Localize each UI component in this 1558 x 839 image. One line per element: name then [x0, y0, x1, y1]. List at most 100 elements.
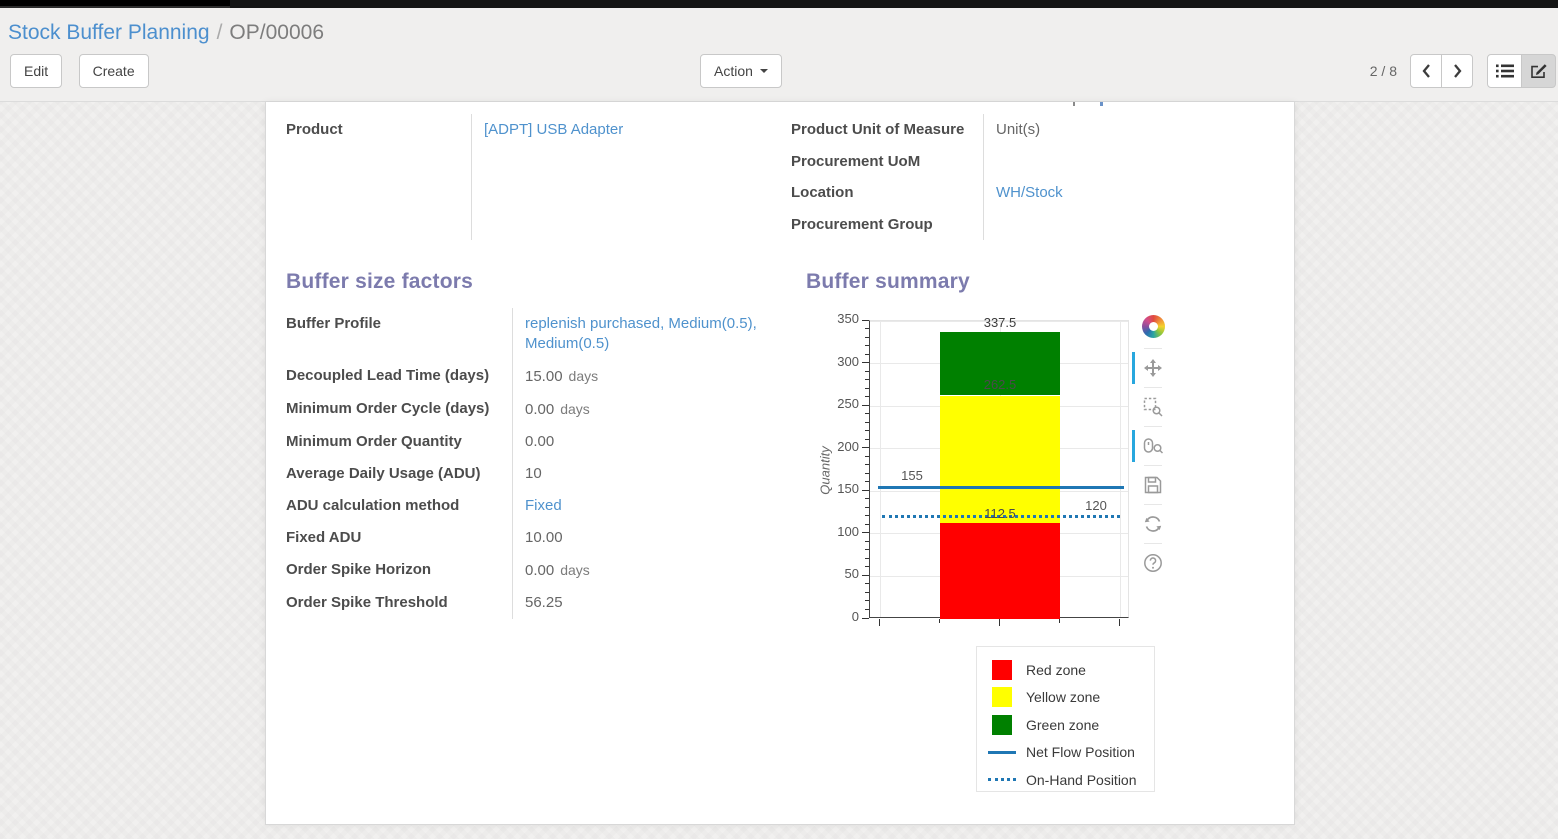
field-label: Product — [286, 121, 343, 138]
legend-label: Green zone — [1026, 716, 1100, 733]
pager-next-button[interactable] — [1441, 54, 1473, 88]
field-row-min-order-cycle: Minimum Order Cycle (days) 0.00 days — [286, 393, 786, 426]
field-label: ADU calculation method — [286, 497, 460, 514]
field-row-dlt: Decoupled Lead Time (days) 15.00 days — [286, 360, 786, 393]
dotted-line-swatch — [988, 778, 1016, 782]
field-row-location: Location WH/Stock — [791, 177, 1261, 209]
pan-tool-button[interactable] — [1132, 352, 1165, 384]
yellow-zone-bar — [940, 395, 1060, 524]
action-dropdown-button[interactable]: Action — [700, 54, 782, 88]
field-value: 0.00 — [525, 401, 555, 418]
legend-item-red-zone: Red zone — [977, 656, 1154, 684]
header: Stock Buffer Planning / OP/00006 Edit Crea… — [0, 8, 1558, 102]
legend-label: Net Flow Position — [1026, 744, 1135, 761]
legend-item-on-hand: On-Hand Position — [977, 766, 1154, 794]
wheel-zoom-icon — [1143, 438, 1163, 454]
pager-counter: 2 / 8 — [1369, 63, 1397, 79]
yellow-zone-swatch — [992, 687, 1012, 708]
field-label: Average Daily Usage (ADU) — [286, 465, 481, 482]
solid-line-swatch — [988, 750, 1016, 754]
save-tool-button[interactable] — [1141, 473, 1165, 497]
buffer-summary-title: Buffer summary — [806, 270, 970, 293]
field-label: Procurement Group — [791, 216, 933, 233]
net-flow-position-line — [878, 485, 1124, 489]
location-link[interactable]: WH/Stock — [996, 184, 1063, 201]
field-value: 56.25 — [512, 587, 786, 619]
breadcrumb-separator: / — [216, 21, 223, 44]
field-value: 10.00 — [512, 522, 786, 554]
bokeh-logo-icon[interactable] — [1141, 315, 1165, 338]
pager-previous-button[interactable] — [1410, 54, 1442, 88]
field-row-buffer-profile: Buffer Profile replenish purchased, Medi… — [286, 308, 786, 360]
chart-toolbar — [1132, 315, 1170, 578]
box-zoom-icon — [1143, 397, 1163, 417]
buffer-profile-link[interactable]: replenish purchased, Medium(0.5), Medium… — [525, 315, 757, 352]
form-top-groups: Product [ADPT] USB Adapter Product Unit … — [286, 114, 1274, 240]
green-zone-swatch — [992, 714, 1012, 735]
field-label: Minimum Order Cycle (days) — [286, 400, 490, 417]
chevron-left-icon — [1422, 64, 1430, 78]
toolbar-divider — [1144, 348, 1162, 349]
red-zone-swatch — [992, 659, 1012, 680]
field-row-min-order-qty: Minimum Order Quantity 0.00 — [286, 426, 786, 458]
chevron-down-icon — [759, 69, 768, 73]
field-row-adu: Average Daily Usage (ADU) 10 — [286, 458, 786, 490]
top-system-bar-segment — [0, 0, 230, 8]
field-label: Product Unit of Measure — [791, 121, 965, 138]
legend-label: Red zone — [1026, 661, 1086, 678]
field-label: Fixed ADU — [286, 529, 362, 546]
on-hand-position-line — [882, 515, 1120, 519]
buffer-summary-chart[interactable]: Quantity 337.5 262.5 112.5 155 120 — [811, 311, 1173, 650]
wheel-zoom-tool-button[interactable] — [1132, 430, 1165, 462]
save-icon — [1144, 476, 1162, 494]
adu-method-link[interactable]: Fixed — [525, 497, 562, 514]
form-view-icon — [1530, 64, 1547, 78]
field-value — [983, 209, 1261, 240]
list-view-icon — [1495, 64, 1514, 78]
view-switcher — [1487, 54, 1556, 88]
product-link[interactable]: [ADPT] USB Adapter — [484, 121, 624, 138]
field-row-procurement-group: Procurement Group — [791, 209, 1261, 240]
field-value: 0.00 — [512, 426, 786, 458]
pager: 2 / 8 — [1370, 54, 1556, 88]
reset-icon — [1144, 516, 1162, 532]
breadcrumb-parent-link[interactable]: Stock Buffer Planning — [8, 21, 210, 44]
edit-button[interactable]: Edit — [10, 54, 63, 88]
legend-item-yellow-zone: Yellow zone — [977, 684, 1154, 712]
field-row-product: Product [ADPT] USB Adapter — [286, 114, 791, 240]
field-value: 15.00 — [525, 368, 563, 385]
field-label: Order Spike Threshold — [286, 594, 448, 611]
form-view-button[interactable] — [1521, 54, 1556, 88]
create-button[interactable]: Create — [78, 54, 149, 88]
field-row-procurement-uom: Procurement UoM — [791, 146, 1261, 177]
field-label: Order Spike Horizon — [286, 561, 432, 578]
legend-item-net-flow: Net Flow Position — [977, 739, 1154, 767]
action-dropdown-label: Action — [714, 63, 753, 79]
field-row-fixed-adu: Fixed ADU 10.00 — [286, 522, 786, 554]
field-unit: days — [560, 401, 590, 417]
reset-tool-button[interactable] — [1141, 512, 1165, 536]
chevron-right-icon — [1453, 64, 1461, 78]
breadcrumb-current: OP/00006 — [229, 21, 324, 44]
field-row-spike-horizon: Order Spike Horizon 0.00 days — [286, 554, 786, 587]
field-row-spike-threshold: Order Spike Threshold 56.25 — [286, 587, 786, 619]
field-unit: days — [560, 562, 590, 578]
field-value: 10 — [512, 458, 786, 490]
logistics-group: Product Unit of Measure Unit(s) Procurem… — [791, 114, 1261, 240]
green-zone-bar — [940, 331, 1060, 396]
field-value — [983, 146, 1261, 177]
legend-label: Yellow zone — [1026, 689, 1101, 706]
field-row-adu-method: ADU calculation method Fixed — [286, 490, 786, 522]
box-zoom-tool-button[interactable] — [1141, 395, 1165, 419]
help-tool-button[interactable] — [1141, 551, 1165, 575]
field-label: Decoupled Lead Time (days) — [286, 367, 490, 384]
list-view-button[interactable] — [1487, 54, 1522, 88]
chart-legend: Red zone Yellow zone Green zone Net Flow… — [976, 646, 1155, 792]
chart-plot-area[interactable]: 337.5 262.5 112.5 155 120 — [869, 315, 1129, 619]
pager-buttons — [1410, 54, 1473, 88]
toolbar-divider — [1144, 504, 1162, 505]
field-value: Unit(s) — [983, 114, 1261, 146]
breadcrumb: Stock Buffer Planning / OP/00006 — [0, 8, 1558, 54]
field-value: 0.00 — [525, 562, 555, 579]
clipped-text-fragment — [1073, 102, 1075, 106]
